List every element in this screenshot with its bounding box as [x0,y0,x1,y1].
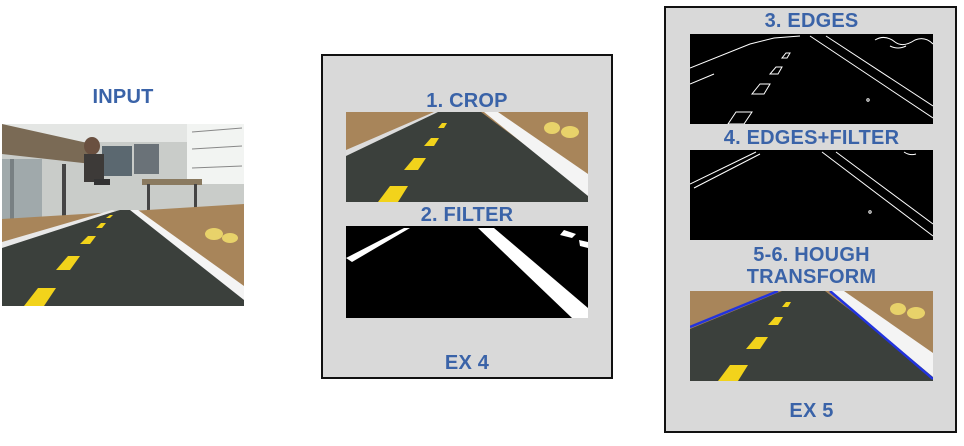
hough-step-label-line2: TRANSFORM [746,266,877,288]
edges-image [690,34,933,124]
filter-image [346,226,588,318]
input-camera-image [2,124,244,306]
input-title: INPUT [92,86,154,108]
hough-step-label-line1: 5-6. HOUGH [753,244,870,266]
crop-image [346,112,588,202]
filter-step-label: 2. FILTER [420,204,514,226]
edges-filter-image [690,150,933,240]
hough-image [690,291,933,381]
crop-step-label: 1. CROP [426,90,508,112]
ex4-panel [321,54,613,379]
hough-step-label: 5-6. HOUGH TRANSFORM [690,244,933,288]
ex5-footer: EX 5 [789,400,834,422]
edges-step-label: 3. EDGES [764,10,859,32]
ex4-footer: EX 4 [444,352,490,374]
edges-filter-step-label: 4. EDGES+FILTER [723,127,900,149]
